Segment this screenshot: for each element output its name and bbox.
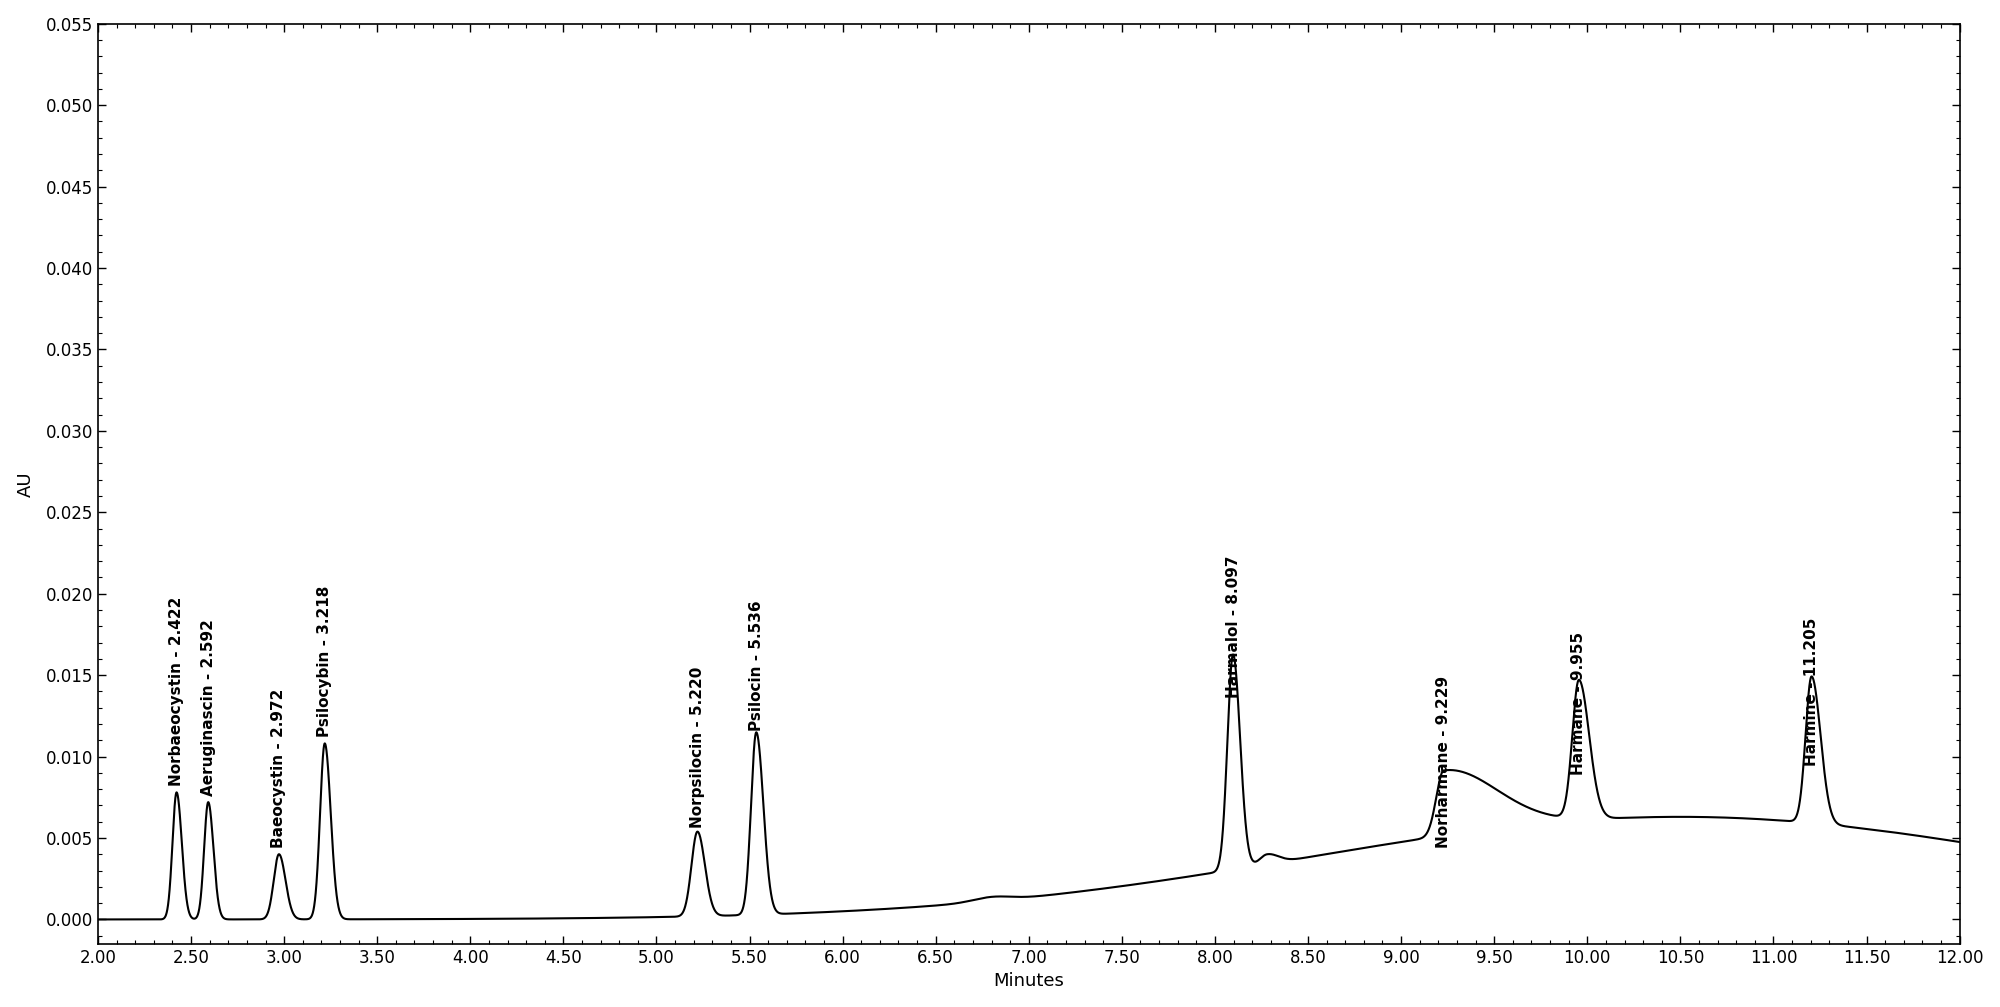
Text: Norharmane - 9.229: Norharmane - 9.229 xyxy=(1436,676,1452,848)
Text: Psilocybin - 3.218: Psilocybin - 3.218 xyxy=(318,586,332,737)
Text: Harmalol - 8.097: Harmalol - 8.097 xyxy=(1226,556,1240,698)
Text: Aeruginascin - 2.592: Aeruginascin - 2.592 xyxy=(200,619,216,796)
X-axis label: Minutes: Minutes xyxy=(994,973,1064,990)
Text: Norpsilocin - 5.220: Norpsilocin - 5.220 xyxy=(690,667,704,829)
Text: Psilocin - 5.536: Psilocin - 5.536 xyxy=(748,600,764,730)
Text: Harmane - 9.955: Harmane - 9.955 xyxy=(1572,631,1586,774)
Y-axis label: AU: AU xyxy=(16,471,34,496)
Text: Baeocystin - 2.972: Baeocystin - 2.972 xyxy=(272,689,286,848)
Text: Harmine - 11.205: Harmine - 11.205 xyxy=(1804,618,1820,766)
Text: Norbaeocystin - 2.422: Norbaeocystin - 2.422 xyxy=(170,596,184,785)
